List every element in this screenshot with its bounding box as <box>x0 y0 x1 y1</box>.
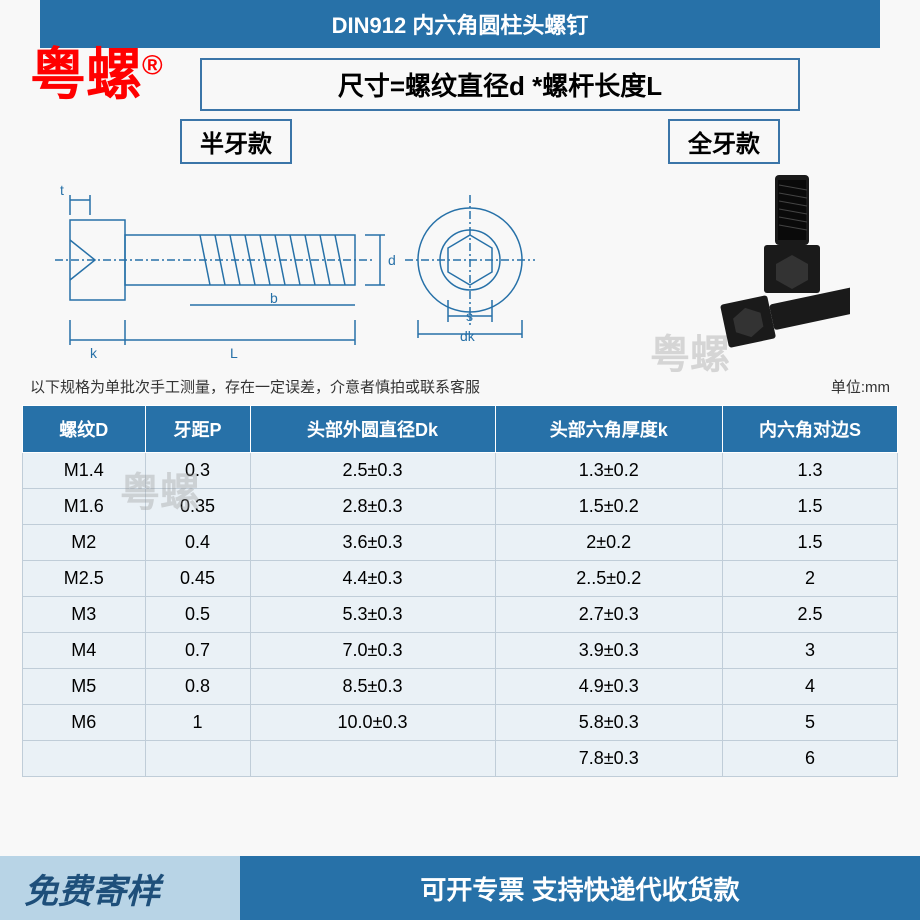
table-cell: M4 <box>23 633 146 669</box>
table-cell: 4.4±0.3 <box>250 561 495 597</box>
table-cell: 1.3 <box>723 453 898 489</box>
table-cell: 2.5±0.3 <box>250 453 495 489</box>
table-cell: 2..5±0.2 <box>495 561 723 597</box>
table-cell: 2.8±0.3 <box>250 489 495 525</box>
variant-tags: 半牙款 全牙款 <box>0 119 920 164</box>
table-cell: 0.5 <box>145 597 250 633</box>
table-cell: 4 <box>723 669 898 705</box>
table-cell: 1 <box>145 705 250 741</box>
tag-half-thread: 半牙款 <box>180 119 292 164</box>
brand-watermark: 粤螺® <box>30 30 163 111</box>
spec-table: 螺纹D牙距P头部外圆直径Dk头部六角厚度k内六角对边S M1.40.32.5±0… <box>22 405 898 777</box>
header-title: DIN912 内六角圆柱头螺钉 <box>40 0 880 48</box>
footer-bar: 免费寄样 可开专票 支持快递代收货款 <box>0 856 920 920</box>
table-cell: 3 <box>723 633 898 669</box>
table-cell: 0.35 <box>145 489 250 525</box>
table-row: M40.77.0±0.33.9±0.33 <box>23 633 898 669</box>
technical-diagram: t k L b d s dk 粤螺 <box>30 170 890 370</box>
dim-L: L <box>230 345 238 361</box>
table-cell <box>250 741 495 777</box>
table-row: M20.43.6±0.32±0.21.5 <box>23 525 898 561</box>
table-row: M6110.0±0.35.8±0.35 <box>23 705 898 741</box>
table-cell: M1.6 <box>23 489 146 525</box>
table-cell: 6 <box>723 741 898 777</box>
footer-services: 可开专票 支持快递代收货款 <box>240 856 920 920</box>
table-cell: 5 <box>723 705 898 741</box>
col-header: 牙距P <box>145 406 250 453</box>
size-formula: 尺寸=螺纹直径d *螺杆长度L <box>200 58 800 111</box>
footer-free-sample: 免费寄样 <box>0 856 240 920</box>
table-cell: 10.0±0.3 <box>250 705 495 741</box>
col-header: 螺纹D <box>23 406 146 453</box>
table-row: M2.50.454.4±0.32..5±0.22 <box>23 561 898 597</box>
table-cell: 0.8 <box>145 669 250 705</box>
screw-photo <box>680 170 850 350</box>
table-cell: 2 <box>723 561 898 597</box>
table-cell: 0.7 <box>145 633 250 669</box>
table-row: M50.88.5±0.34.9±0.34 <box>23 669 898 705</box>
table-cell: M2 <box>23 525 146 561</box>
table-row: M1.60.352.8±0.31.5±0.21.5 <box>23 489 898 525</box>
table-cell: 2.7±0.3 <box>495 597 723 633</box>
table-cell: 2.5 <box>723 597 898 633</box>
note-row: 以下规格为单批次手工测量，存在一定误差，介意者慎拍或联系客服 单位:mm <box>0 376 920 397</box>
tag-full-thread: 全牙款 <box>668 119 780 164</box>
table-cell: 3.6±0.3 <box>250 525 495 561</box>
table-cell: M3 <box>23 597 146 633</box>
table-cell: 7.0±0.3 <box>250 633 495 669</box>
dim-d: d <box>388 252 396 268</box>
col-header: 内六角对边S <box>723 406 898 453</box>
dim-k: k <box>90 345 97 361</box>
table-cell: M5 <box>23 669 146 705</box>
table-cell: 5.8±0.3 <box>495 705 723 741</box>
table-cell: 0.3 <box>145 453 250 489</box>
unit-text: 单位:mm <box>831 376 890 397</box>
table-cell: 7.8±0.3 <box>495 741 723 777</box>
table-cell: 3.9±0.3 <box>495 633 723 669</box>
col-header: 头部外圆直径Dk <box>250 406 495 453</box>
table-cell: 4.9±0.3 <box>495 669 723 705</box>
table-row: M1.40.32.5±0.31.3±0.21.3 <box>23 453 898 489</box>
table-cell: 1.5 <box>723 525 898 561</box>
dim-s: s <box>466 308 473 324</box>
table-row: M30.55.3±0.32.7±0.32.5 <box>23 597 898 633</box>
table-row: 7.8±0.36 <box>23 741 898 777</box>
note-text: 以下规格为单批次手工测量，存在一定误差，介意者慎拍或联系客服 <box>30 376 480 397</box>
table-cell: 1.3±0.2 <box>495 453 723 489</box>
table-cell: 0.45 <box>145 561 250 597</box>
dim-dk: dk <box>460 328 475 344</box>
col-header: 头部六角厚度k <box>495 406 723 453</box>
table-cell: M2.5 <box>23 561 146 597</box>
dim-t: t <box>60 182 64 198</box>
table-cell <box>145 741 250 777</box>
table-cell: 2±0.2 <box>495 525 723 561</box>
table-cell: 1.5±0.2 <box>495 489 723 525</box>
dim-b: b <box>270 290 278 306</box>
table-cell: 5.3±0.3 <box>250 597 495 633</box>
table-cell: 8.5±0.3 <box>250 669 495 705</box>
table-cell: 1.5 <box>723 489 898 525</box>
table-cell <box>23 741 146 777</box>
table-cell: 0.4 <box>145 525 250 561</box>
table-cell: M6 <box>23 705 146 741</box>
table-cell: M1.4 <box>23 453 146 489</box>
